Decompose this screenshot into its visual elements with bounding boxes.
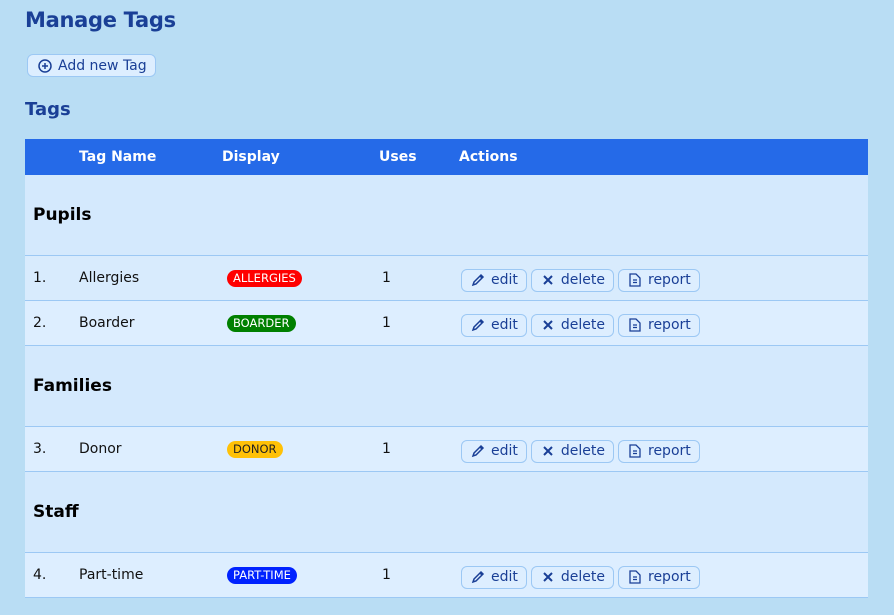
delete-label: delete xyxy=(560,317,605,333)
row-actions: edit delete report xyxy=(461,565,868,589)
table-header: Tag Name Display Uses Actions xyxy=(25,139,868,175)
report-button[interactable]: report xyxy=(618,313,700,337)
edit-label: edit xyxy=(491,272,518,288)
row-number: 3. xyxy=(25,426,79,472)
document-icon xyxy=(628,318,642,332)
tag-badge: BOARDER xyxy=(227,314,296,332)
edit-label: edit xyxy=(491,317,518,333)
delete-label: delete xyxy=(560,443,605,459)
tag-name: Boarder xyxy=(79,300,222,346)
tag-badge: DONOR xyxy=(227,440,283,458)
report-button[interactable]: report xyxy=(618,268,700,292)
row-actions: edit delete report xyxy=(461,268,868,292)
table-row: 1. Allergies ALLERGIES 1 edit delete repor… xyxy=(25,255,868,301)
delete-label: delete xyxy=(560,272,605,288)
edit-button[interactable]: edit xyxy=(461,268,527,292)
uses-count: 1 xyxy=(379,426,459,472)
x-icon xyxy=(541,444,555,458)
uses-count: 1 xyxy=(379,300,459,346)
document-icon xyxy=(628,273,642,287)
table-row: 2. Boarder BOARDER 1 edit delete report xyxy=(25,300,868,346)
group-row-pupils: Pupils xyxy=(25,175,868,256)
group-name: Families xyxy=(25,345,868,427)
tags-table: Tag Name Display Uses Actions Pupils 1. … xyxy=(25,139,868,598)
delete-button[interactable]: delete xyxy=(530,565,614,589)
row-number: 2. xyxy=(25,300,79,346)
col-actions: Actions xyxy=(459,139,868,175)
document-icon xyxy=(628,570,642,584)
report-label: report xyxy=(648,272,691,288)
edit-button[interactable]: edit xyxy=(461,313,527,337)
document-icon xyxy=(628,444,642,458)
delete-label: delete xyxy=(560,569,605,585)
group-name: Pupils xyxy=(25,175,868,256)
row-number: 4. xyxy=(25,552,79,598)
row-number: 1. xyxy=(25,255,79,301)
uses-count: 1 xyxy=(379,552,459,598)
x-icon xyxy=(541,318,555,332)
tag-name: Donor xyxy=(79,426,222,472)
page-title: Manage Tags xyxy=(25,8,176,32)
col-display: Display xyxy=(222,139,379,175)
table-row: 3. Donor DONOR 1 edit delete report xyxy=(25,426,868,472)
add-new-tag-label: Add new Tag xyxy=(58,57,147,74)
delete-button[interactable]: delete xyxy=(530,439,614,463)
uses-count: 1 xyxy=(379,255,459,301)
section-title: Tags xyxy=(25,99,71,120)
col-tag-name: Tag Name xyxy=(79,139,222,175)
pencil-icon xyxy=(471,318,485,332)
delete-button[interactable]: delete xyxy=(530,268,614,292)
group-name: Staff xyxy=(25,471,868,553)
report-button[interactable]: report xyxy=(618,565,700,589)
report-label: report xyxy=(648,569,691,585)
x-icon xyxy=(541,570,555,584)
report-label: report xyxy=(648,317,691,333)
tag-badge: PART-TIME xyxy=(227,566,297,584)
edit-button[interactable]: edit xyxy=(461,439,527,463)
edit-label: edit xyxy=(491,569,518,585)
delete-button[interactable]: delete xyxy=(530,313,614,337)
report-button[interactable]: report xyxy=(618,439,700,463)
tag-name: Allergies xyxy=(79,255,222,301)
row-actions: edit delete report xyxy=(461,313,868,337)
row-actions: edit delete report xyxy=(461,439,868,463)
col-number xyxy=(25,139,79,175)
table-row: 4. Part-time PART-TIME 1 edit delete repor… xyxy=(25,552,868,598)
col-uses: Uses xyxy=(379,139,459,175)
group-row-staff: Staff xyxy=(25,471,868,553)
add-new-tag-button[interactable]: Add new Tag xyxy=(27,54,156,77)
tag-badge: ALLERGIES xyxy=(227,269,302,287)
pencil-icon xyxy=(471,444,485,458)
pencil-icon xyxy=(471,570,485,584)
edit-button[interactable]: edit xyxy=(461,565,527,589)
tag-name: Part-time xyxy=(79,552,222,598)
group-row-families: Families xyxy=(25,345,868,427)
pencil-icon xyxy=(471,273,485,287)
x-icon xyxy=(541,273,555,287)
edit-label: edit xyxy=(491,443,518,459)
report-label: report xyxy=(648,443,691,459)
plus-circle-icon xyxy=(38,58,52,73)
